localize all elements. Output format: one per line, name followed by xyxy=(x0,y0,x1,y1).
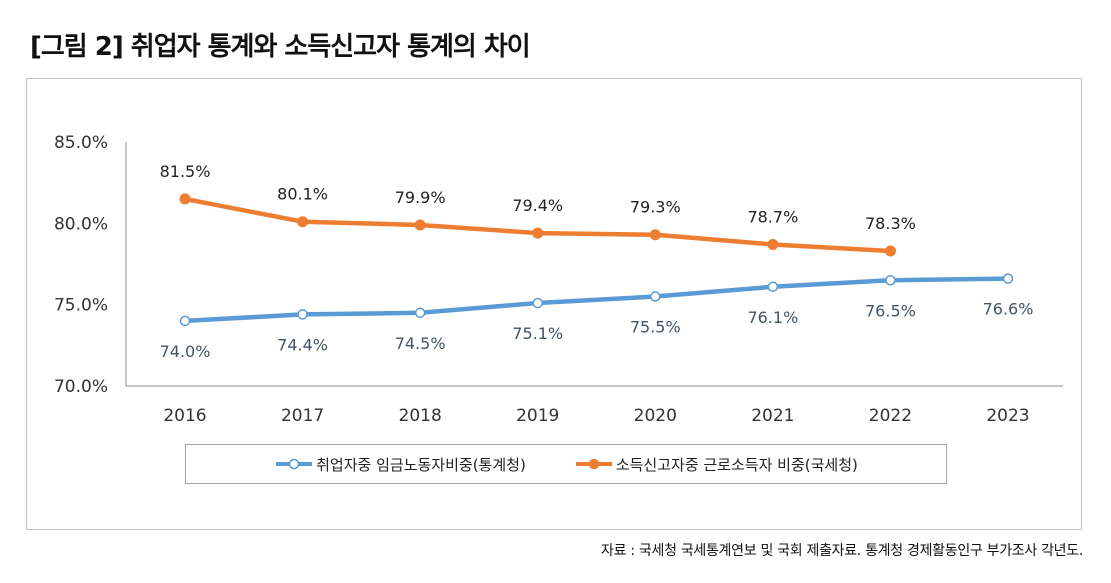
legend-marker-blue-icon xyxy=(276,458,313,470)
data-label: 76.5% xyxy=(865,301,916,320)
data-point xyxy=(414,307,426,319)
axes: 70.0% 75.0% 80.0% 85.0% 2016 2017 2018 2019 2020… xyxy=(54,133,1063,426)
data-label: 80.1% xyxy=(277,185,328,204)
data-point xyxy=(532,297,543,309)
y-tick-label: 85.0% xyxy=(54,133,108,153)
x-tick-label: 2020 xyxy=(634,406,677,426)
data-label: 79.3% xyxy=(630,198,681,217)
legend-label-earned-income: 소득신고자중 근로소득자 비중(국세청) xyxy=(615,455,858,474)
data-point xyxy=(885,275,896,286)
data-point xyxy=(414,219,426,231)
data-point xyxy=(767,281,779,293)
data-label: 74.5% xyxy=(395,334,446,353)
x-tick-label: 2017 xyxy=(281,406,324,426)
data-label: 75.1% xyxy=(512,324,563,343)
legend-item-earned-income: 소득신고자중 근로소득자 비중(국세청) xyxy=(574,454,858,475)
series-line-0 xyxy=(182,276,1011,324)
data-label: 76.6% xyxy=(983,300,1034,319)
data-label: 79.4% xyxy=(512,196,563,215)
y-tick-label: 70.0% xyxy=(54,377,108,397)
source-note: 자료 : 국세청 국세통계연보 및 국회 제출자료. 통계청 경제활동인구 부가… xyxy=(601,543,1083,559)
data-label: 75.5% xyxy=(630,318,681,337)
data-point xyxy=(179,193,191,205)
legend: 취업자중 임금노동자비중(통계청) 소득신고자중 근로소득자 비중(국세청) xyxy=(185,444,947,484)
legend-label-wage-workers: 취업자중 임금노동자비중(통계청) xyxy=(316,455,526,474)
x-tick-label: 2018 xyxy=(399,406,442,426)
data-point xyxy=(1002,273,1014,284)
series-layer xyxy=(179,193,1014,327)
data-label: 78.7% xyxy=(747,207,798,226)
data-label: 79.9% xyxy=(395,188,446,207)
data-point xyxy=(532,227,544,239)
data-point xyxy=(297,216,309,228)
x-tick-label: 2016 xyxy=(163,406,206,426)
y-tick-label: 80.0% xyxy=(54,214,108,234)
y-tick-label: 75.0% xyxy=(54,296,108,316)
data-label: 76.1% xyxy=(747,308,798,327)
legend-item-wage-workers: 취업자중 임금노동자비중(통계청) xyxy=(274,454,526,475)
data-point xyxy=(179,315,191,327)
data-point xyxy=(297,309,308,320)
x-tick-label: 2023 xyxy=(986,406,1029,426)
x-tick-label: 2021 xyxy=(751,406,794,426)
data-point xyxy=(767,238,779,250)
x-tick-label: 2019 xyxy=(516,406,559,426)
data-labels: 74.0% 74.4% 74.5% 75.1% 75.5% 76.1% 76.5% 76.6%… xyxy=(160,162,1034,361)
x-tick-label: 2022 xyxy=(869,406,912,426)
data-label: 78.3% xyxy=(865,214,916,233)
legend-marker-orange-icon xyxy=(575,458,612,470)
data-label: 74.0% xyxy=(160,342,211,361)
figure-title: [그림 2] 취업자 통계와 소득신고자 통계의 차이 xyxy=(30,32,531,62)
data-point xyxy=(884,245,896,257)
data-label: 74.4% xyxy=(277,335,328,354)
data-point xyxy=(649,229,661,241)
data-label: 81.5% xyxy=(160,162,211,181)
data-point xyxy=(650,291,661,302)
